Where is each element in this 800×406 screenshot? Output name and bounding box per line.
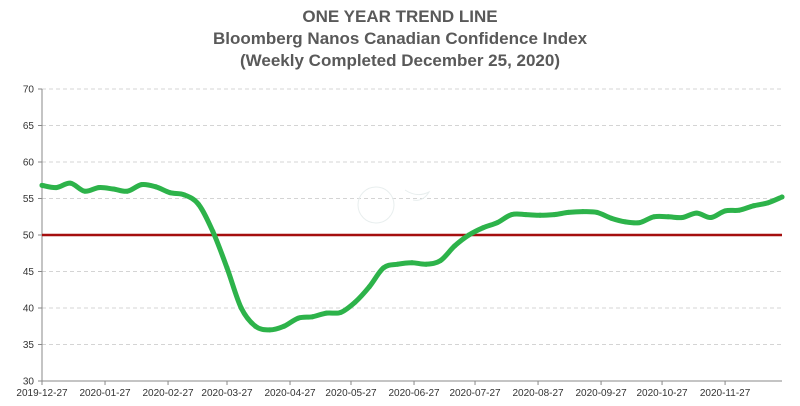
- x-tick-label: 2020-10-27: [636, 388, 688, 399]
- chart-title: ONE YEAR TREND LINE: [302, 7, 498, 26]
- y-tick-label: 35: [23, 340, 35, 351]
- data-point: [139, 182, 145, 188]
- data-point: [338, 309, 344, 315]
- data-point: [253, 323, 258, 329]
- data-point: [423, 261, 429, 267]
- data-point: [452, 243, 458, 249]
- data-point: [153, 184, 159, 190]
- data-point: [679, 215, 685, 220]
- data-point: [594, 209, 600, 215]
- data-point: [267, 327, 273, 333]
- data-point: [238, 305, 244, 311]
- y-tick-label: 55: [23, 194, 35, 205]
- y-tick-label: 65: [23, 121, 35, 132]
- chart-subtitle-date: (Weekly Completed December 25, 2020): [240, 51, 560, 70]
- y-tick-label: 45: [23, 267, 35, 278]
- chart-axes: [38, 88, 782, 385]
- data-point: [708, 215, 714, 220]
- data-point: [466, 232, 472, 238]
- data-point: [608, 215, 614, 221]
- x-tick-label: 2020-01-27: [79, 388, 131, 399]
- chart-titles: ONE YEAR TREND LINE Bloomberg Nanos Cana…: [0, 6, 800, 72]
- data-point: [637, 220, 643, 226]
- data-point: [224, 265, 230, 271]
- y-tick-label: 40: [23, 304, 35, 315]
- y-tick-label: 70: [23, 85, 35, 96]
- data-point: [551, 212, 557, 218]
- x-tick-label: 2020-07-27: [449, 388, 501, 399]
- y-tick-label: 50: [23, 231, 35, 242]
- x-tick-label: 2019-12-27: [16, 388, 68, 399]
- data-point: [665, 214, 671, 220]
- x-axis-tick-labels: 2019-12-27 2020-01-27 2020-02-27 2020-03-27…: [16, 388, 750, 399]
- data-point: [167, 190, 173, 196]
- data-point: [480, 225, 486, 231]
- y-tick-label: 30: [23, 377, 35, 388]
- series-path: [39, 180, 785, 333]
- x-tick-label: 2020-11-27: [700, 388, 751, 399]
- y-tick-label: 60: [23, 158, 35, 169]
- data-point: [651, 214, 657, 220]
- watermark: [357, 186, 431, 224]
- x-tick-label: 2020-08-27: [512, 388, 564, 399]
- data-point: [395, 261, 401, 267]
- data-point: [751, 203, 756, 209]
- data-point: [181, 192, 187, 198]
- x-tick-label: 2020-02-27: [142, 388, 194, 399]
- data-point: [566, 209, 571, 215]
- data-point: [82, 188, 88, 194]
- data-point: [509, 212, 515, 218]
- data-point: [409, 260, 415, 266]
- data-point: [765, 200, 771, 206]
- x-tick-label: 2020-09-27: [575, 388, 627, 399]
- data-point: [196, 201, 201, 207]
- data-point: [381, 265, 386, 271]
- series-line: [39, 180, 785, 333]
- data-point: [580, 209, 586, 215]
- data-point: [438, 258, 443, 264]
- data-point: [537, 212, 543, 218]
- x-tick-label: 2020-06-27: [388, 388, 440, 399]
- data-point: [694, 210, 700, 216]
- data-point: [494, 220, 500, 226]
- data-point: [210, 228, 216, 234]
- x-tick-label: 2020-05-27: [325, 388, 377, 399]
- chart-subtitle: Bloomberg Nanos Canadian Confidence Inde…: [212, 29, 588, 48]
- data-point: [124, 188, 130, 194]
- data-point: [324, 310, 330, 316]
- x-tick-label: 2020-04-27: [264, 388, 316, 399]
- data-point: [53, 185, 59, 191]
- data-point: [68, 180, 73, 186]
- y-axis-tick-labels: 30 35 40 45 50 55 60 65 70: [23, 85, 35, 388]
- data-point: [39, 182, 45, 188]
- data-point: [281, 323, 287, 329]
- data-point: [352, 299, 358, 305]
- data-point: [623, 219, 628, 225]
- data-point: [366, 284, 372, 290]
- data-point: [779, 194, 785, 200]
- data-point: [295, 315, 301, 321]
- data-point: [722, 208, 728, 214]
- data-point: [110, 186, 116, 192]
- data-point: [309, 314, 315, 320]
- data-point: [736, 207, 742, 213]
- x-tick-label: 2020-03-27: [201, 388, 253, 399]
- data-point: [523, 212, 529, 218]
- data-point: [96, 185, 102, 191]
